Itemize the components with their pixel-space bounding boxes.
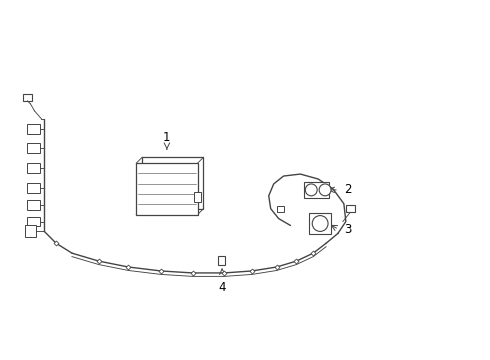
Circle shape: [319, 184, 331, 196]
Bar: [136, 163, 197, 215]
Circle shape: [312, 216, 328, 231]
Bar: [194, 192, 200, 202]
FancyBboxPatch shape: [24, 225, 36, 237]
Text: 2: 2: [344, 183, 351, 197]
Bar: [219, 256, 225, 265]
Bar: [142, 157, 203, 209]
Bar: [27, 217, 40, 226]
Text: 3: 3: [344, 223, 351, 236]
Circle shape: [305, 184, 317, 196]
Bar: [277, 206, 284, 212]
Text: 4: 4: [219, 281, 226, 294]
Bar: [27, 183, 40, 193]
Bar: [27, 200, 40, 210]
Bar: [27, 143, 40, 153]
FancyBboxPatch shape: [23, 94, 32, 101]
FancyBboxPatch shape: [346, 205, 355, 212]
Bar: [27, 123, 40, 134]
Bar: [304, 182, 329, 198]
Text: 1: 1: [163, 131, 171, 144]
Bar: [309, 213, 331, 234]
Bar: [27, 163, 40, 173]
